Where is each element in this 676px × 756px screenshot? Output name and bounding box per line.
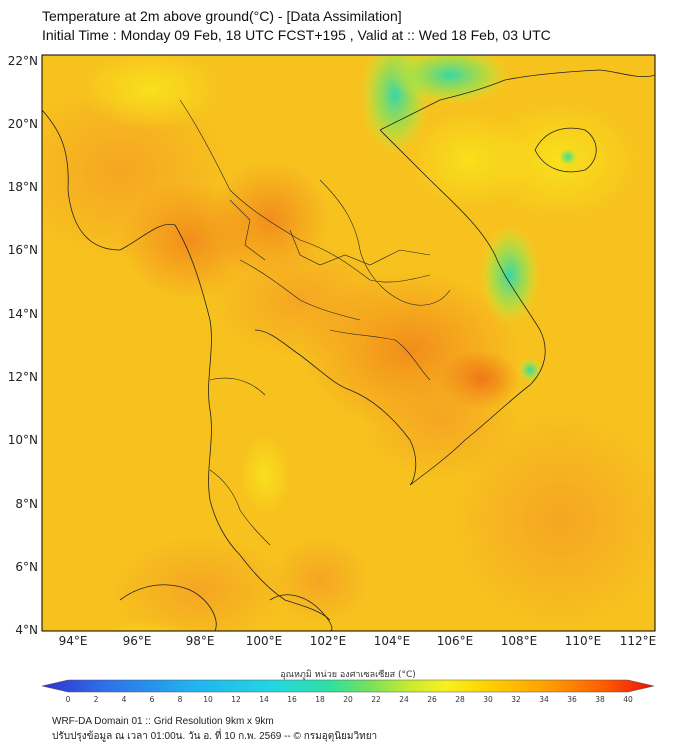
- map-frame: [41, 54, 656, 632]
- lat-tick-label: 22°N: [8, 54, 38, 68]
- footer-domain-info: WRF-DA Domain 01 :: Grid Resolution 9km …: [52, 716, 274, 727]
- colorbar-tick-label: 16: [287, 695, 297, 704]
- colorbar-tick-label: 6: [150, 695, 155, 704]
- colorbar-tick-label: 8: [178, 695, 183, 704]
- lon-tick-label: 100°E: [246, 634, 283, 648]
- lon-tick-label: 108°E: [501, 634, 538, 648]
- colorbar-tick-label: 40: [623, 695, 633, 704]
- colorbar-tick-label: 12: [231, 695, 241, 704]
- colorbar-tick-label: 26: [427, 695, 437, 704]
- lon-tick-label: 104°E: [374, 634, 411, 648]
- colorbar-gradient: [41, 679, 655, 693]
- colorbar-tick-label: 20: [343, 695, 353, 704]
- temperature-field: [42, 55, 655, 631]
- lat-tick-label: 12°N: [8, 370, 38, 384]
- coastlines: [42, 69, 655, 631]
- lat-tick-label: 8°N: [15, 497, 38, 511]
- latitude-axis: 22°N 20°N 18°N 16°N 14°N 12°N 10°N 8°N 6…: [8, 54, 38, 637]
- lon-tick-label: 112°E: [620, 634, 657, 648]
- colorbar-tick-label: 18: [315, 695, 325, 704]
- chart-subtitle: Initial Time : Monday 09 Feb, 18 UTC FCS…: [42, 27, 551, 43]
- lon-tick-label: 96°E: [123, 634, 152, 648]
- lon-tick-label: 106°E: [437, 634, 474, 648]
- lon-tick-label: 98°E: [186, 634, 215, 648]
- colorbar-tick-label: 32: [511, 695, 521, 704]
- lat-tick-label: 10°N: [8, 433, 38, 447]
- lat-tick-label: 6°N: [15, 560, 38, 574]
- admin-borders: [179, 99, 451, 546]
- lon-tick-label: 110°E: [565, 634, 602, 648]
- colorbar-tick-label: 22: [371, 695, 381, 704]
- colorbar-tick-label: 2: [94, 695, 99, 704]
- colorbar-tick-label: 10: [203, 695, 213, 704]
- colorbar-tick-label: 30: [483, 695, 493, 704]
- lat-tick-label: 14°N: [8, 307, 38, 321]
- lon-tick-label: 94°E: [59, 634, 88, 648]
- colorbar-ticks: 0 2 4 6 8 10 12 14 16 18 20 22 24 26 28 30 32 34 36 38 40: [66, 695, 633, 704]
- colorbar-label: อุณหภูมิ หน่วย องศาเซลเซียส (°C): [280, 669, 416, 680]
- chart-title: Temperature at 2m above ground(°C) - [Da…: [42, 8, 402, 24]
- footer-update-info: ปรับปรุงข้อมูล ณ เวลา 01:00น. วัน อ. ที่…: [52, 731, 378, 742]
- colorbar: อุณหภูมิ หน่วย องศาเซลเซียส (°C) 0 2 4 6 8 10…: [41, 669, 655, 704]
- lat-tick-label: 20°N: [8, 117, 38, 131]
- longitude-axis: 94°E 96°E 98°E 100°E 102°E 104°E 106°E 1…: [59, 634, 657, 648]
- colorbar-tick-label: 4: [122, 695, 127, 704]
- lat-tick-label: 16°N: [8, 243, 38, 257]
- colorbar-tick-label: 38: [595, 695, 605, 704]
- colorbar-tick-label: 36: [567, 695, 577, 704]
- lat-tick-label: 4°N: [15, 623, 38, 637]
- lon-tick-label: 102°E: [310, 634, 347, 648]
- lat-tick-label: 18°N: [8, 180, 38, 194]
- colorbar-tick-label: 34: [539, 695, 549, 704]
- colorbar-tick-label: 0: [66, 695, 71, 704]
- colorbar-tick-label: 24: [399, 695, 409, 704]
- colorbar-tick-label: 28: [455, 695, 465, 704]
- colorbar-tick-label: 14: [259, 695, 269, 704]
